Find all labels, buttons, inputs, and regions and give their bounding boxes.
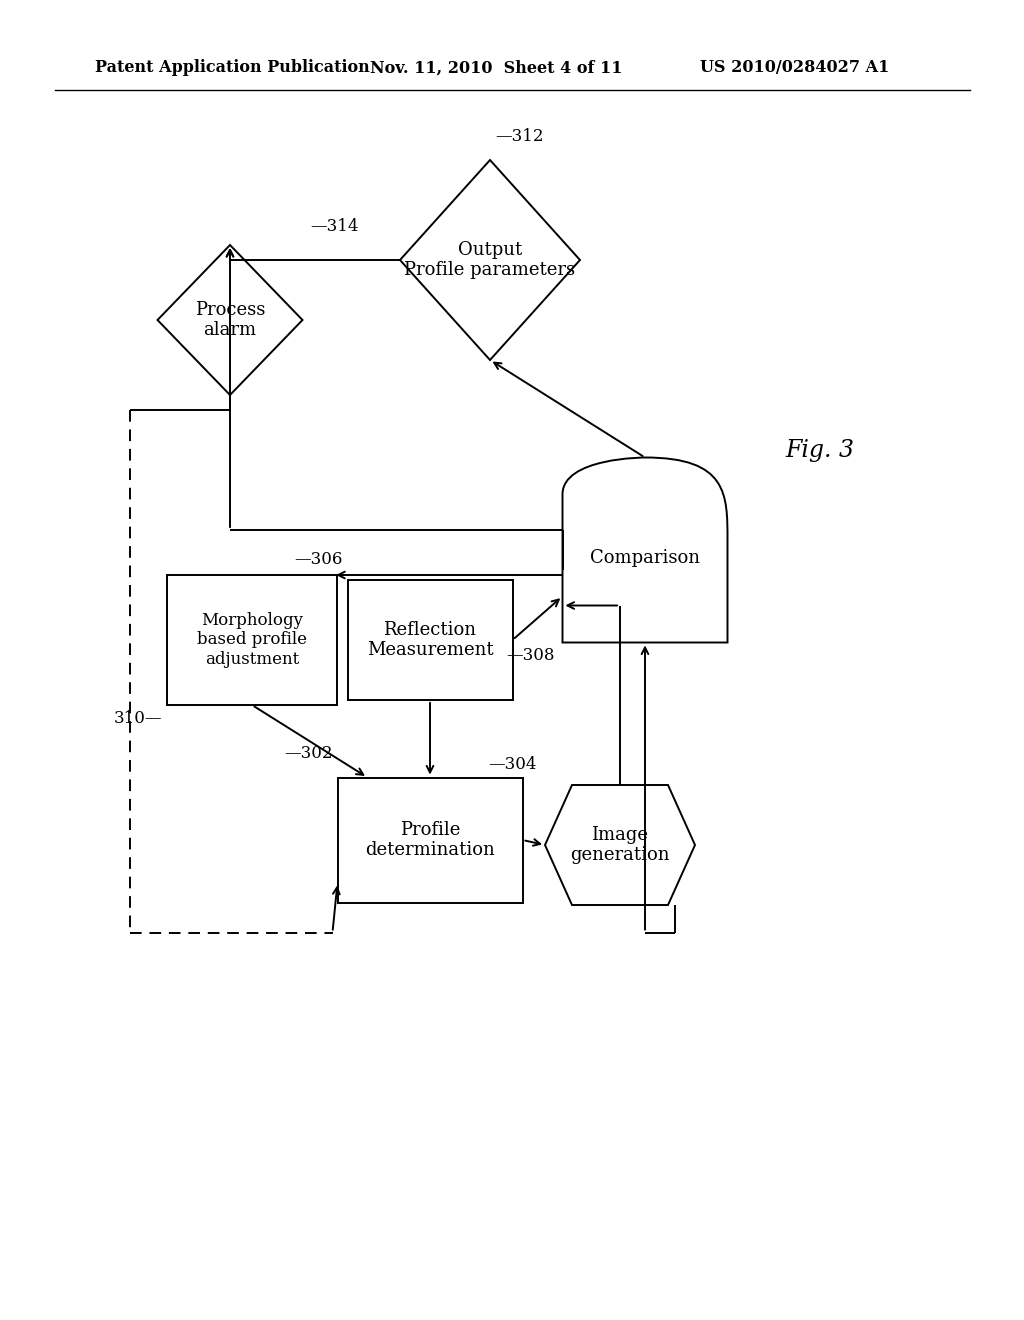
Text: US 2010/0284027 A1: US 2010/0284027 A1 [700,59,890,77]
Text: Fig. 3: Fig. 3 [785,438,854,462]
Polygon shape [400,160,580,360]
Text: —314: —314 [310,218,359,235]
Text: —304: —304 [488,756,537,774]
PathPatch shape [562,458,727,643]
Text: —306: —306 [294,550,342,568]
Text: —302: —302 [284,746,333,763]
Text: Nov. 11, 2010  Sheet 4 of 11: Nov. 11, 2010 Sheet 4 of 11 [370,59,623,77]
Text: Process
alarm: Process alarm [195,301,265,339]
Text: Reflection
Measurement: Reflection Measurement [367,620,494,660]
Text: —308: —308 [506,648,555,664]
Text: 310—: 310— [114,710,162,727]
Text: Output
Profile parameters: Output Profile parameters [404,240,575,280]
Text: Morphology
based profile
adjustment: Morphology based profile adjustment [197,612,307,668]
Polygon shape [545,785,695,906]
Text: Profile
determination: Profile determination [366,821,495,859]
Bar [167,576,337,705]
Text: Comparison: Comparison [590,549,700,568]
Bar [338,777,522,903]
Text: —312: —312 [495,128,544,145]
Text: Patent Application Publication: Patent Application Publication [95,59,370,77]
Text: Image
generation: Image generation [570,825,670,865]
Bar [347,579,512,700]
Polygon shape [158,246,302,395]
